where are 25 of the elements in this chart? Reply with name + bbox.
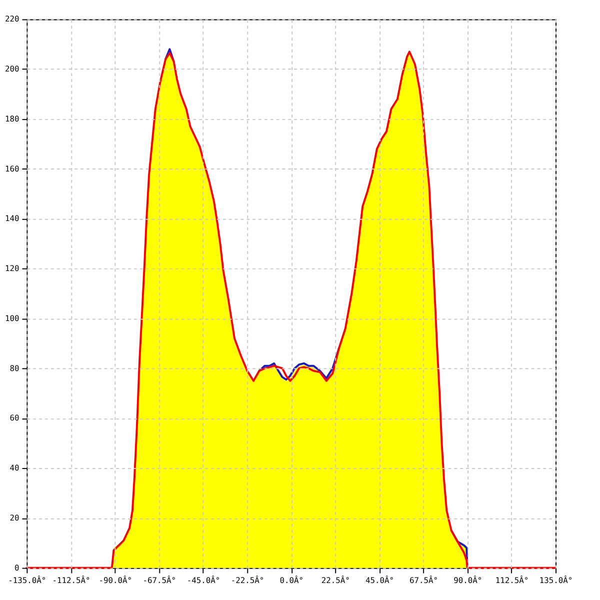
y-tick-label: 220 xyxy=(5,14,20,24)
x-tick-label: 45.0Â° xyxy=(365,575,394,586)
y-tick-label: 100 xyxy=(5,314,20,323)
x-tick-label: -112.5Â° xyxy=(52,575,90,586)
y-tick-label: 120 xyxy=(5,264,20,274)
x-tick-label: -135.0Â° xyxy=(8,575,46,586)
y-tick-label: 200 xyxy=(5,64,20,74)
x-tick-label: -67.5Â° xyxy=(142,575,176,586)
y-tick-label: 140 xyxy=(5,214,20,224)
y-tick-label: 80 xyxy=(10,364,20,373)
x-tick-label: -22.5Â° xyxy=(230,575,264,586)
x-tick-label: 135.0Â° xyxy=(539,575,573,586)
y-tick-label: 180 xyxy=(5,114,20,124)
x-tick-label: 90.0Â° xyxy=(454,575,482,586)
y-tick-label: 20 xyxy=(10,513,20,522)
x-tick-label: -45.0Â° xyxy=(186,575,220,586)
y-tick-label: 60 xyxy=(10,414,20,423)
x-tick-label: -90.0Â° xyxy=(98,575,132,586)
x-tick-label: 112.5Â° xyxy=(495,575,529,586)
y-tick-label: 160 xyxy=(5,164,20,174)
y-tick-label: 0 xyxy=(14,563,20,572)
y-tick-label: 40 xyxy=(10,464,20,473)
x-tick-label: 0.0Â° xyxy=(280,575,304,586)
x-tick-label: 22.5Â° xyxy=(321,575,350,586)
x-tick-label: 67.5Â° xyxy=(410,575,438,586)
